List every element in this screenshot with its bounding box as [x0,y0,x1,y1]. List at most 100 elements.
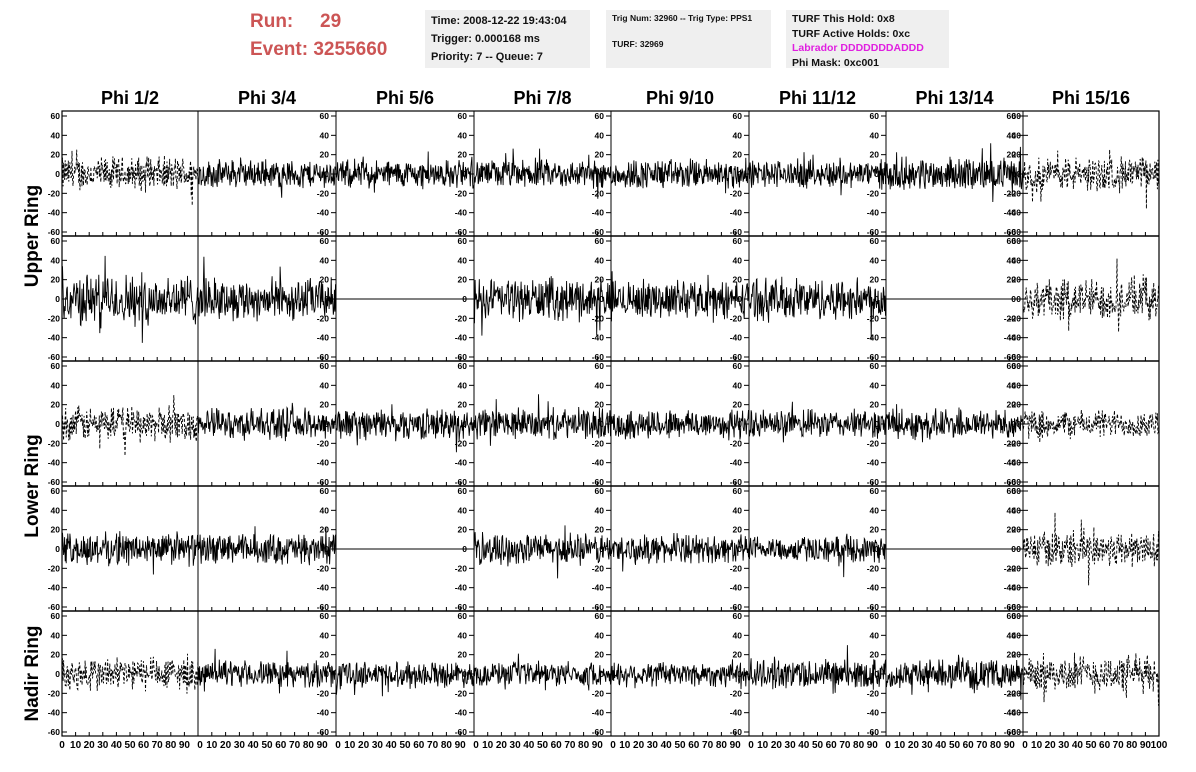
waveform-trace-r1-c6 [748,152,887,196]
y-tick-label-r4-c7-1: -40 [1004,583,1017,593]
y-tick-label-r2-c3-3: 0 [462,294,467,304]
x-tick-label-c4-5: 50 [537,740,549,751]
y-tick-label-r5-c5-5: 40 [733,630,743,640]
x-tick-label-c3-7: 70 [427,740,439,751]
x-tick-label-c7-1: 10 [894,740,906,751]
y-tick-label-r3-c3-2: -20 [455,438,468,448]
x-tick-label-c5-1: 10 [619,740,631,751]
y-tick-label-r1-c2-3: 0 [324,169,329,179]
y-tick-label-r5-c3-4: 20 [458,650,468,660]
y-tick-label-r3-c1-0: -60 [48,477,61,487]
y-tick-label-r3-c8-5: 40 [1012,380,1022,390]
y-tick-label-r1-c6-2: -20 [867,188,880,198]
y-tick-label-r3-c8-2: -20 [1009,438,1022,448]
y-tick-label-r5-c4-6: 60 [595,611,605,621]
y-tick-label-r2-c6-0: -60 [867,352,880,362]
y-tick-label-r3-c7-0: -60 [1004,477,1017,487]
y-tick-label-r1-c5-1: -40 [730,208,743,218]
y-tick-label-r5-c7-1: -40 [1004,708,1017,718]
x-tick-label-c6-9: 90 [867,740,879,751]
y-tick-label-r5-c3-2: -20 [455,688,468,698]
waveform-trace-r4-c6 [748,533,887,578]
y-tick-label-r5-c3-3: 0 [462,669,467,679]
waveform-trace-r5-c3 [335,660,475,697]
y-tick-label-r3-c6-6: 60 [870,361,880,371]
x-tick-label-c2-6: 60 [275,740,287,751]
x-tick-label-c3-3: 30 [372,740,384,751]
y-tick-label-r5-c4-3: 0 [599,669,604,679]
y-tick-label-r3-c3-4: 20 [458,400,468,410]
y-tick-label-r4-c3-1: -40 [455,583,468,593]
x-tick-label-c1-4: 40 [111,740,123,751]
y-tick-label-r2-c8-1: -40 [1009,333,1022,343]
y-tick-label-r2-c4-1: -40 [592,333,605,343]
y-tick-label-r2-c6-4: 20 [870,275,880,285]
y-tick-label-r4-c7-0: -60 [1004,602,1017,612]
y-tick-label-r1-c2-5: 40 [320,130,330,140]
x-tick-label-c8-7: 70 [1113,740,1125,751]
y-tick-label-r4-c6-5: 40 [870,505,880,515]
run-value: 29 [320,11,342,32]
y-tick-label-r4-c5-6: 60 [733,486,743,496]
x-tick-label-c3-9: 90 [455,740,467,751]
column-title-6: Phi 11/12 [779,88,856,108]
y-tick-label-r3-c1-2: -20 [48,438,61,448]
time-text: Time: 2008-12-22 19:43:04 [431,15,567,27]
y-tick-label-r2-c4-2: -20 [592,313,605,323]
y-tick-label-r5-c4-0: -60 [592,727,605,737]
y-tick-label-r3-c2-3: 0 [324,419,329,429]
y-tick-label-r5-c2-0: -60 [317,727,330,737]
waveform-trace-r5-c1 [61,653,199,694]
trigger-info-box: Trig Num: 32960 -- Trig Type: PPS1 TURF:… [606,10,771,68]
y-tick-label-r2-c4-3: 0 [599,294,604,304]
y-tick-label-r1-c7-3: 0 [1011,169,1016,179]
x-tick-label-c7-4: 40 [935,740,947,751]
y-tick-label-r5-c1-5: 40 [51,630,61,640]
x-tick-label-c4-9: 90 [592,740,604,751]
x-tick-label-c7-0: 0 [885,740,891,751]
y-tick-label-r5-c4-2: -20 [592,688,605,698]
x-tick-label-c4-7: 70 [564,740,576,751]
y-tick-label-r2-c2-5: 40 [320,255,330,265]
waveform-trace-r3-c8 [1022,409,1160,443]
y-tick-label-r1-c3-3: 0 [462,169,467,179]
y-tick-label-r2-c8-4: 20 [1012,275,1022,285]
y-tick-label-r1-c1-0: -60 [48,227,61,237]
y-tick-label-r5-c1-2: -20 [48,688,61,698]
y-tick-label-r2-c8-3: 0 [1016,294,1021,304]
y-tick-label-r1-c4-6: 60 [595,111,605,121]
y-tick-label-r5-c2-5: 40 [320,630,330,640]
y-tick-label-r5-c8-5: 40 [1012,630,1022,640]
x-tick-label-c1-0: 0 [59,740,65,751]
y-tick-label-r2-c4-0: -60 [592,352,605,362]
x-tick-label-c6-2: 20 [771,740,783,751]
waveform-trace-r2-c4 [473,276,612,336]
y-tick-label-r5-c2-1: -40 [317,708,330,718]
x-tick-label-c4-3: 30 [510,740,522,751]
y-tick-label-r4-c6-1: -40 [867,583,880,593]
y-tick-label-r2-c2-2: -20 [317,313,330,323]
y-tick-label-r4-c1-0: -60 [48,602,61,612]
y-tick-label-r1-c8-4: 20 [1012,150,1022,160]
waveform-trace-r3-c1 [61,395,199,456]
y-tick-label-r2-c7-6: 60 [1007,236,1017,246]
y-tick-label-r5-c7-6: 60 [1007,611,1017,621]
y-tick-label-r1-c3-6: 60 [458,111,468,121]
y-tick-label-r3-c7-3: 0 [1011,419,1016,429]
waveform-trace-r1-c8 [1022,149,1160,209]
y-tick-label-r5-c8-1: -40 [1009,708,1022,718]
waveform-trace-r3-c2 [197,402,337,442]
y-tick-label-r1-c5-6: 60 [733,111,743,121]
run-event-header: Run: 29 Event: 3255660 [250,8,420,64]
y-tick-label-r4-c1-4: 20 [51,525,61,535]
y-tick-label-r1-c3-4: 20 [458,150,468,160]
x-tick-label-c8-5: 50 [1085,740,1097,751]
x-tick-label-c4-2: 20 [496,740,508,751]
x-tick-label-c8-4: 40 [1072,740,1084,751]
waveform-trace-r3-c3 [335,404,475,453]
x-tick-label-c5-4: 40 [661,740,673,751]
x-tick-label-c7-5: 50 [949,740,961,751]
y-tick-label-r4-c2-2: -20 [317,563,330,573]
y-tick-label-r3-c7-5: 40 [1007,380,1017,390]
